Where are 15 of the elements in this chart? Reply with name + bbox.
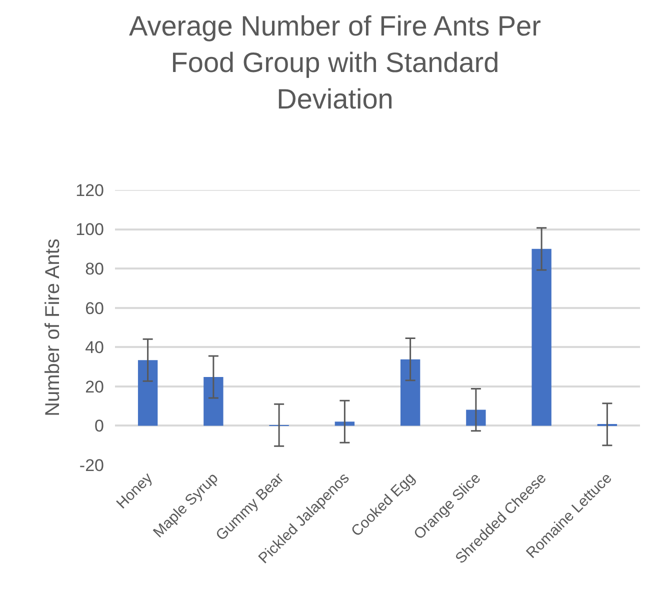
y-tick-label: -20: [79, 456, 104, 475]
chart-title: Average Number of Fire Ants Per Food Group with Standard Deviation: [129, 10, 541, 114]
y-tick-label: 120: [76, 180, 104, 200]
y-tick-label: 20: [85, 377, 104, 396]
y-tick-label: 40: [85, 338, 104, 358]
bar: [138, 360, 158, 426]
bar: [532, 248, 552, 426]
y-tick-label: 60: [85, 298, 104, 318]
y-tick-label: 0: [94, 416, 104, 436]
y-axis-title: Number of Fire Ants: [42, 238, 64, 416]
bar: [204, 377, 224, 426]
bar: [466, 410, 486, 426]
y-tick-label: 80: [85, 260, 104, 279]
bar: [400, 359, 420, 426]
y-tick-label: 100: [76, 220, 104, 240]
